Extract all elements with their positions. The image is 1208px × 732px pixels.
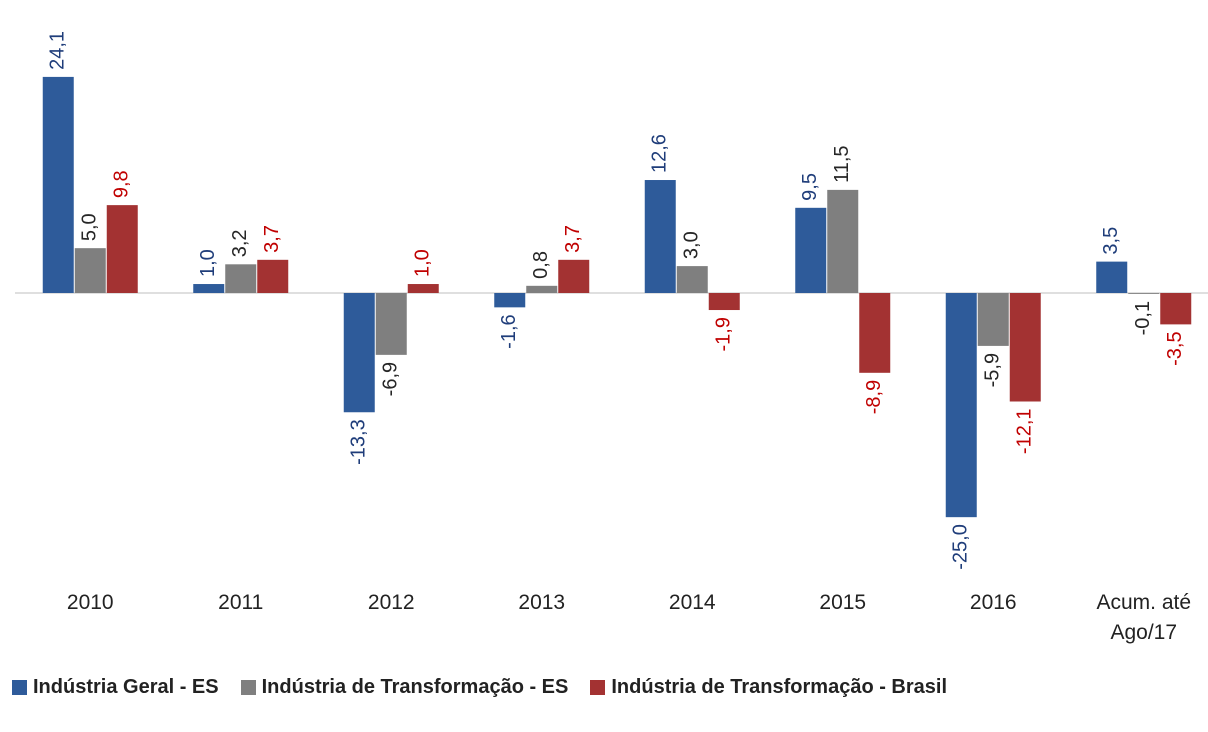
value-label: -1,9 bbox=[713, 317, 735, 351]
x-tick-label: 2012 bbox=[367, 591, 415, 614]
bar bbox=[1096, 261, 1128, 293]
bar bbox=[977, 293, 1009, 346]
bar bbox=[407, 284, 439, 293]
bar bbox=[343, 293, 375, 413]
value-label: -25,0 bbox=[950, 524, 972, 570]
legend-item: Indústria Geral - ES bbox=[12, 676, 219, 699]
plot-area: 24,1 5,0 9,8 1,0 3,2 3,7 -13,3 -6,9 1,0 -1,6 0,8 3,… bbox=[15, 31, 1208, 570]
x-tick-label: 2011 bbox=[218, 591, 264, 614]
bar bbox=[526, 285, 558, 293]
value-label: -1,6 bbox=[498, 314, 520, 348]
value-label: 0,8 bbox=[530, 251, 552, 279]
x-tick-label: 2016 bbox=[969, 591, 1017, 614]
bar bbox=[644, 180, 676, 293]
value-label: 1,0 bbox=[197, 249, 219, 277]
value-label: 9,8 bbox=[111, 170, 133, 198]
bar bbox=[193, 284, 225, 293]
value-label: -13,3 bbox=[348, 419, 370, 465]
bar bbox=[795, 207, 827, 293]
bar bbox=[494, 293, 526, 308]
value-label: -3,5 bbox=[1164, 331, 1186, 365]
value-label: 9,5 bbox=[799, 173, 821, 201]
bar bbox=[74, 248, 106, 293]
bar bbox=[225, 264, 257, 293]
bar bbox=[676, 266, 708, 293]
value-label: 12,6 bbox=[649, 134, 671, 173]
legend-label: Indústria de Transformação - Brasil bbox=[611, 676, 948, 698]
legend: Indústria Geral - ES Indústria de Transfo… bbox=[12, 676, 947, 699]
bar bbox=[375, 293, 407, 355]
legend-swatch bbox=[590, 680, 606, 695]
bar bbox=[859, 293, 891, 373]
legend-label: Indústria de Transformação - ES bbox=[261, 676, 569, 698]
x-tick-label: Acum. até Ago/17 bbox=[1096, 591, 1192, 644]
x-tick-label: 2015 bbox=[819, 591, 867, 614]
bar bbox=[708, 293, 740, 311]
bar bbox=[1160, 293, 1192, 325]
value-label: 11,5 bbox=[831, 145, 853, 182]
bar bbox=[257, 259, 289, 293]
value-label: -6,9 bbox=[380, 362, 402, 396]
bar bbox=[558, 259, 590, 293]
value-label: -12,1 bbox=[1014, 408, 1036, 454]
value-label: 3,7 bbox=[261, 225, 283, 253]
value-label: 3,0 bbox=[681, 231, 703, 259]
bar bbox=[42, 76, 74, 293]
value-label: 1,0 bbox=[412, 249, 434, 277]
legend-label: Indústria Geral - ES bbox=[33, 676, 219, 698]
legend-item: Indústria de Transformação - Brasil bbox=[590, 676, 947, 699]
legend-item: Indústria de Transformação - ES bbox=[240, 676, 569, 699]
value-label: -0,1 bbox=[1132, 301, 1154, 335]
value-label: -5,9 bbox=[982, 353, 1004, 387]
bar bbox=[1128, 293, 1160, 294]
value-label: 5,0 bbox=[79, 213, 101, 241]
legend-swatch bbox=[12, 680, 27, 695]
bar bbox=[106, 205, 138, 293]
value-label: 24,1 bbox=[47, 31, 69, 70]
x-tick-label: 2013 bbox=[518, 591, 566, 614]
bar bbox=[945, 293, 977, 518]
bar bbox=[827, 189, 859, 293]
x-tick-label: 2014 bbox=[668, 591, 716, 614]
x-tick-label: 2010 bbox=[66, 591, 114, 614]
value-label: -8,9 bbox=[863, 380, 885, 414]
value-label: 3,2 bbox=[229, 229, 251, 257]
legend-swatch bbox=[240, 680, 256, 695]
bar bbox=[1009, 293, 1041, 402]
value-label: 3,7 bbox=[562, 225, 584, 253]
value-label: 3,5 bbox=[1100, 227, 1122, 255]
